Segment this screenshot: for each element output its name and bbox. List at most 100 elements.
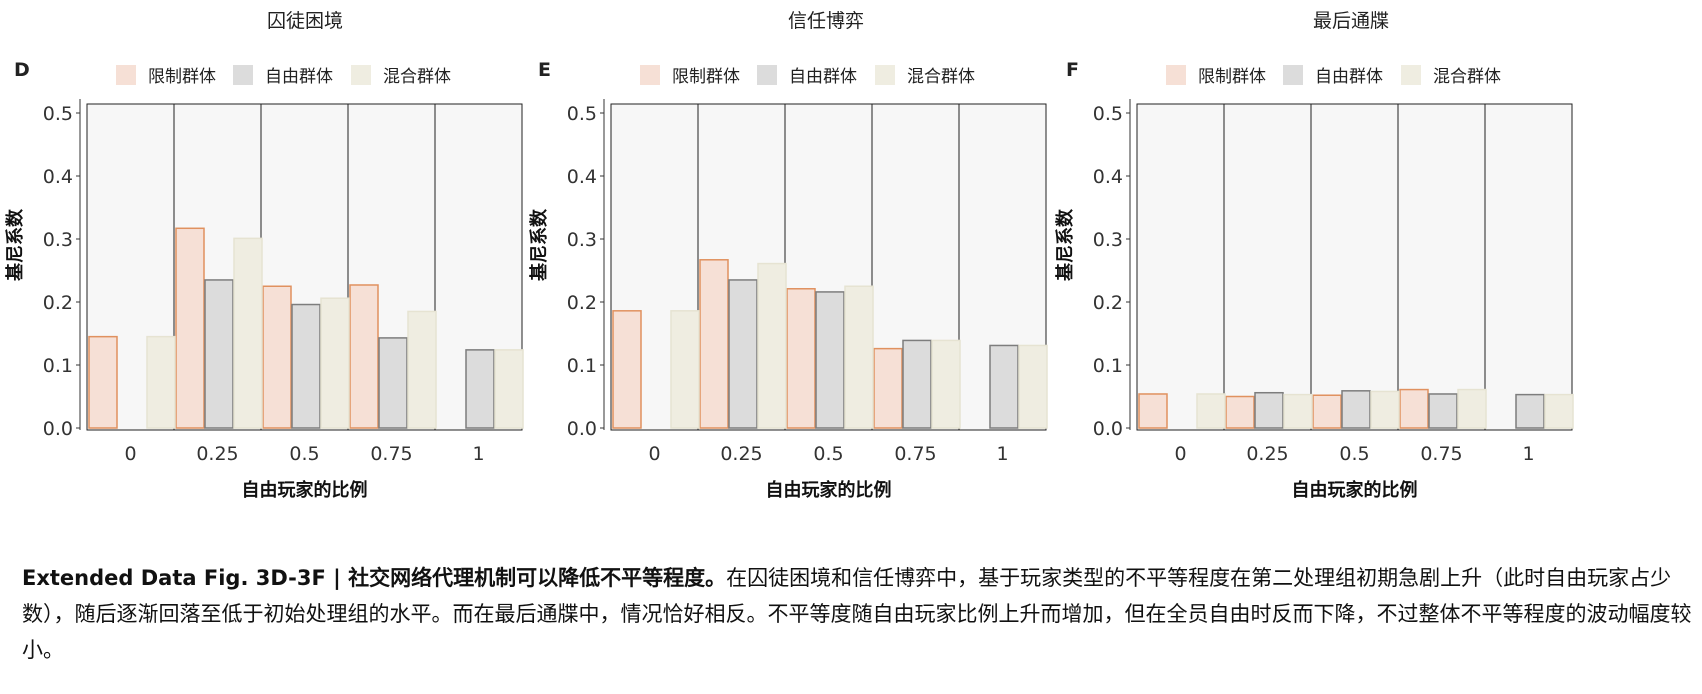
legend-item: 自由群体 bbox=[233, 65, 333, 87]
bar bbox=[1312, 394, 1342, 429]
panel-letter: F bbox=[1066, 59, 1079, 81]
x-tick-label: 0.25 bbox=[720, 443, 762, 465]
panel-title: 囚徒困境 bbox=[267, 10, 343, 32]
y-tick-label: 0.5 bbox=[43, 103, 73, 125]
bar bbox=[175, 227, 205, 429]
legend-label: 自由群体 bbox=[1315, 67, 1383, 87]
x-tick-label: 0.5 bbox=[813, 443, 843, 465]
x-tick-label: 0.25 bbox=[196, 443, 238, 465]
x-tick-label: 1 bbox=[996, 443, 1008, 465]
bar bbox=[1370, 390, 1400, 429]
legend-item: 自由群体 bbox=[1283, 65, 1383, 87]
y-tick-label: 0.0 bbox=[43, 418, 73, 440]
legend-item: 混合群体 bbox=[875, 65, 975, 87]
bar bbox=[204, 279, 234, 429]
legend-swatch bbox=[875, 65, 895, 85]
facet-cell bbox=[1136, 103, 1225, 431]
bar bbox=[612, 310, 642, 429]
bar bbox=[873, 347, 903, 429]
y-tick-label: 0.2 bbox=[43, 292, 73, 314]
bar bbox=[989, 344, 1019, 429]
bar bbox=[1515, 393, 1545, 429]
x-tick-label: 0 bbox=[648, 443, 660, 465]
bar bbox=[1138, 393, 1168, 429]
legend-label: 混合群体 bbox=[383, 67, 451, 87]
bar bbox=[1341, 390, 1371, 429]
x-tick-label: 0 bbox=[124, 443, 136, 465]
x-axis-label: 自由玩家的比例 bbox=[766, 479, 892, 501]
legend-label: 混合群体 bbox=[1433, 67, 1501, 87]
y-tick-label: 0.2 bbox=[1093, 292, 1123, 314]
y-tick-label: 0.3 bbox=[1093, 229, 1123, 251]
facet-cell bbox=[1223, 103, 1312, 431]
x-tick-label: 0.75 bbox=[370, 443, 412, 465]
x-tick-label: 0.75 bbox=[894, 443, 936, 465]
bar bbox=[1399, 388, 1429, 429]
y-axis-label: 基尼系数 bbox=[1054, 208, 1076, 282]
legend-swatch bbox=[1283, 65, 1303, 85]
facet-cell bbox=[1397, 103, 1486, 431]
legend-swatch bbox=[1401, 65, 1421, 85]
x-axis-label: 自由玩家的比例 bbox=[1292, 479, 1418, 501]
bar bbox=[349, 284, 379, 429]
bar bbox=[88, 335, 118, 429]
bar bbox=[1428, 393, 1458, 429]
legend-label: 自由群体 bbox=[789, 67, 857, 87]
legend-label: 限制群体 bbox=[672, 67, 740, 87]
chart-panel-e: 信任博弈 E 限制群体 自由群体 混合群体 0.0 0.1 0.2 0.3 0.4 0.5 基尼系数 0… bbox=[528, 10, 1048, 501]
facet-cell bbox=[1310, 103, 1399, 431]
legend-item: 限制群体 bbox=[1166, 65, 1266, 87]
caption-body: 在囚徒困境和信任博弈中，基于玩家类型的不平等程度在第二处理组初期急剧上升（此时自… bbox=[22, 566, 1692, 662]
x-tick-label: 0.25 bbox=[1246, 443, 1288, 465]
y-tick-label: 0.4 bbox=[1093, 166, 1123, 188]
x-tick-label: 0.5 bbox=[289, 443, 319, 465]
legend-item: 限制群体 bbox=[116, 65, 216, 87]
bar bbox=[378, 337, 408, 429]
legend-swatch bbox=[351, 65, 371, 85]
caption-head: Extended Data Fig. 3D-3F | 社交网络代理机制可以降低不… bbox=[22, 566, 727, 590]
x-tick-label: 1 bbox=[1522, 443, 1534, 465]
legend-swatch bbox=[757, 65, 777, 85]
legend-label: 自由群体 bbox=[265, 67, 333, 87]
bar bbox=[320, 297, 350, 429]
legend-item: 自由群体 bbox=[757, 65, 857, 87]
bar bbox=[815, 291, 845, 429]
x-tick-label: 0.5 bbox=[1339, 443, 1369, 465]
legend-item: 混合群体 bbox=[1401, 65, 1501, 87]
bar bbox=[902, 339, 932, 429]
y-tick-label: 0.0 bbox=[1093, 418, 1123, 440]
bar bbox=[699, 259, 729, 429]
facet-cell bbox=[1484, 103, 1573, 431]
legend-item: 限制群体 bbox=[640, 65, 740, 87]
y-tick-label: 0.2 bbox=[567, 292, 597, 314]
y-tick-label: 0.4 bbox=[43, 166, 73, 188]
y-axis-label: 基尼系数 bbox=[528, 208, 550, 282]
bar bbox=[465, 349, 495, 429]
y-tick-label: 0.3 bbox=[567, 229, 597, 251]
panel-title: 信任博弈 bbox=[788, 10, 864, 32]
x-tick-label: 1 bbox=[472, 443, 484, 465]
panel-letter: E bbox=[538, 59, 551, 81]
legend-swatch bbox=[1166, 65, 1186, 85]
bar bbox=[262, 285, 292, 429]
x-tick-label: 0.75 bbox=[1420, 443, 1462, 465]
legend-swatch bbox=[233, 65, 253, 85]
bar bbox=[670, 310, 700, 429]
legend-label: 混合群体 bbox=[907, 67, 975, 87]
bar bbox=[786, 288, 816, 429]
bar bbox=[1283, 393, 1313, 429]
bar bbox=[1196, 393, 1226, 429]
bar bbox=[291, 303, 321, 429]
y-tick-label: 0.4 bbox=[567, 166, 597, 188]
y-tick-label: 0.0 bbox=[567, 418, 597, 440]
bar bbox=[1544, 393, 1574, 429]
bar bbox=[1457, 388, 1487, 429]
figure-caption: Extended Data Fig. 3D-3F | 社交网络代理机制可以降低不… bbox=[22, 560, 1692, 668]
bar bbox=[1225, 395, 1255, 429]
bar bbox=[844, 285, 874, 429]
x-axis-label: 自由玩家的比例 bbox=[242, 479, 368, 501]
bar bbox=[757, 262, 787, 429]
y-tick-label: 0.1 bbox=[43, 355, 73, 377]
bar bbox=[233, 237, 263, 429]
bar bbox=[1018, 344, 1048, 429]
